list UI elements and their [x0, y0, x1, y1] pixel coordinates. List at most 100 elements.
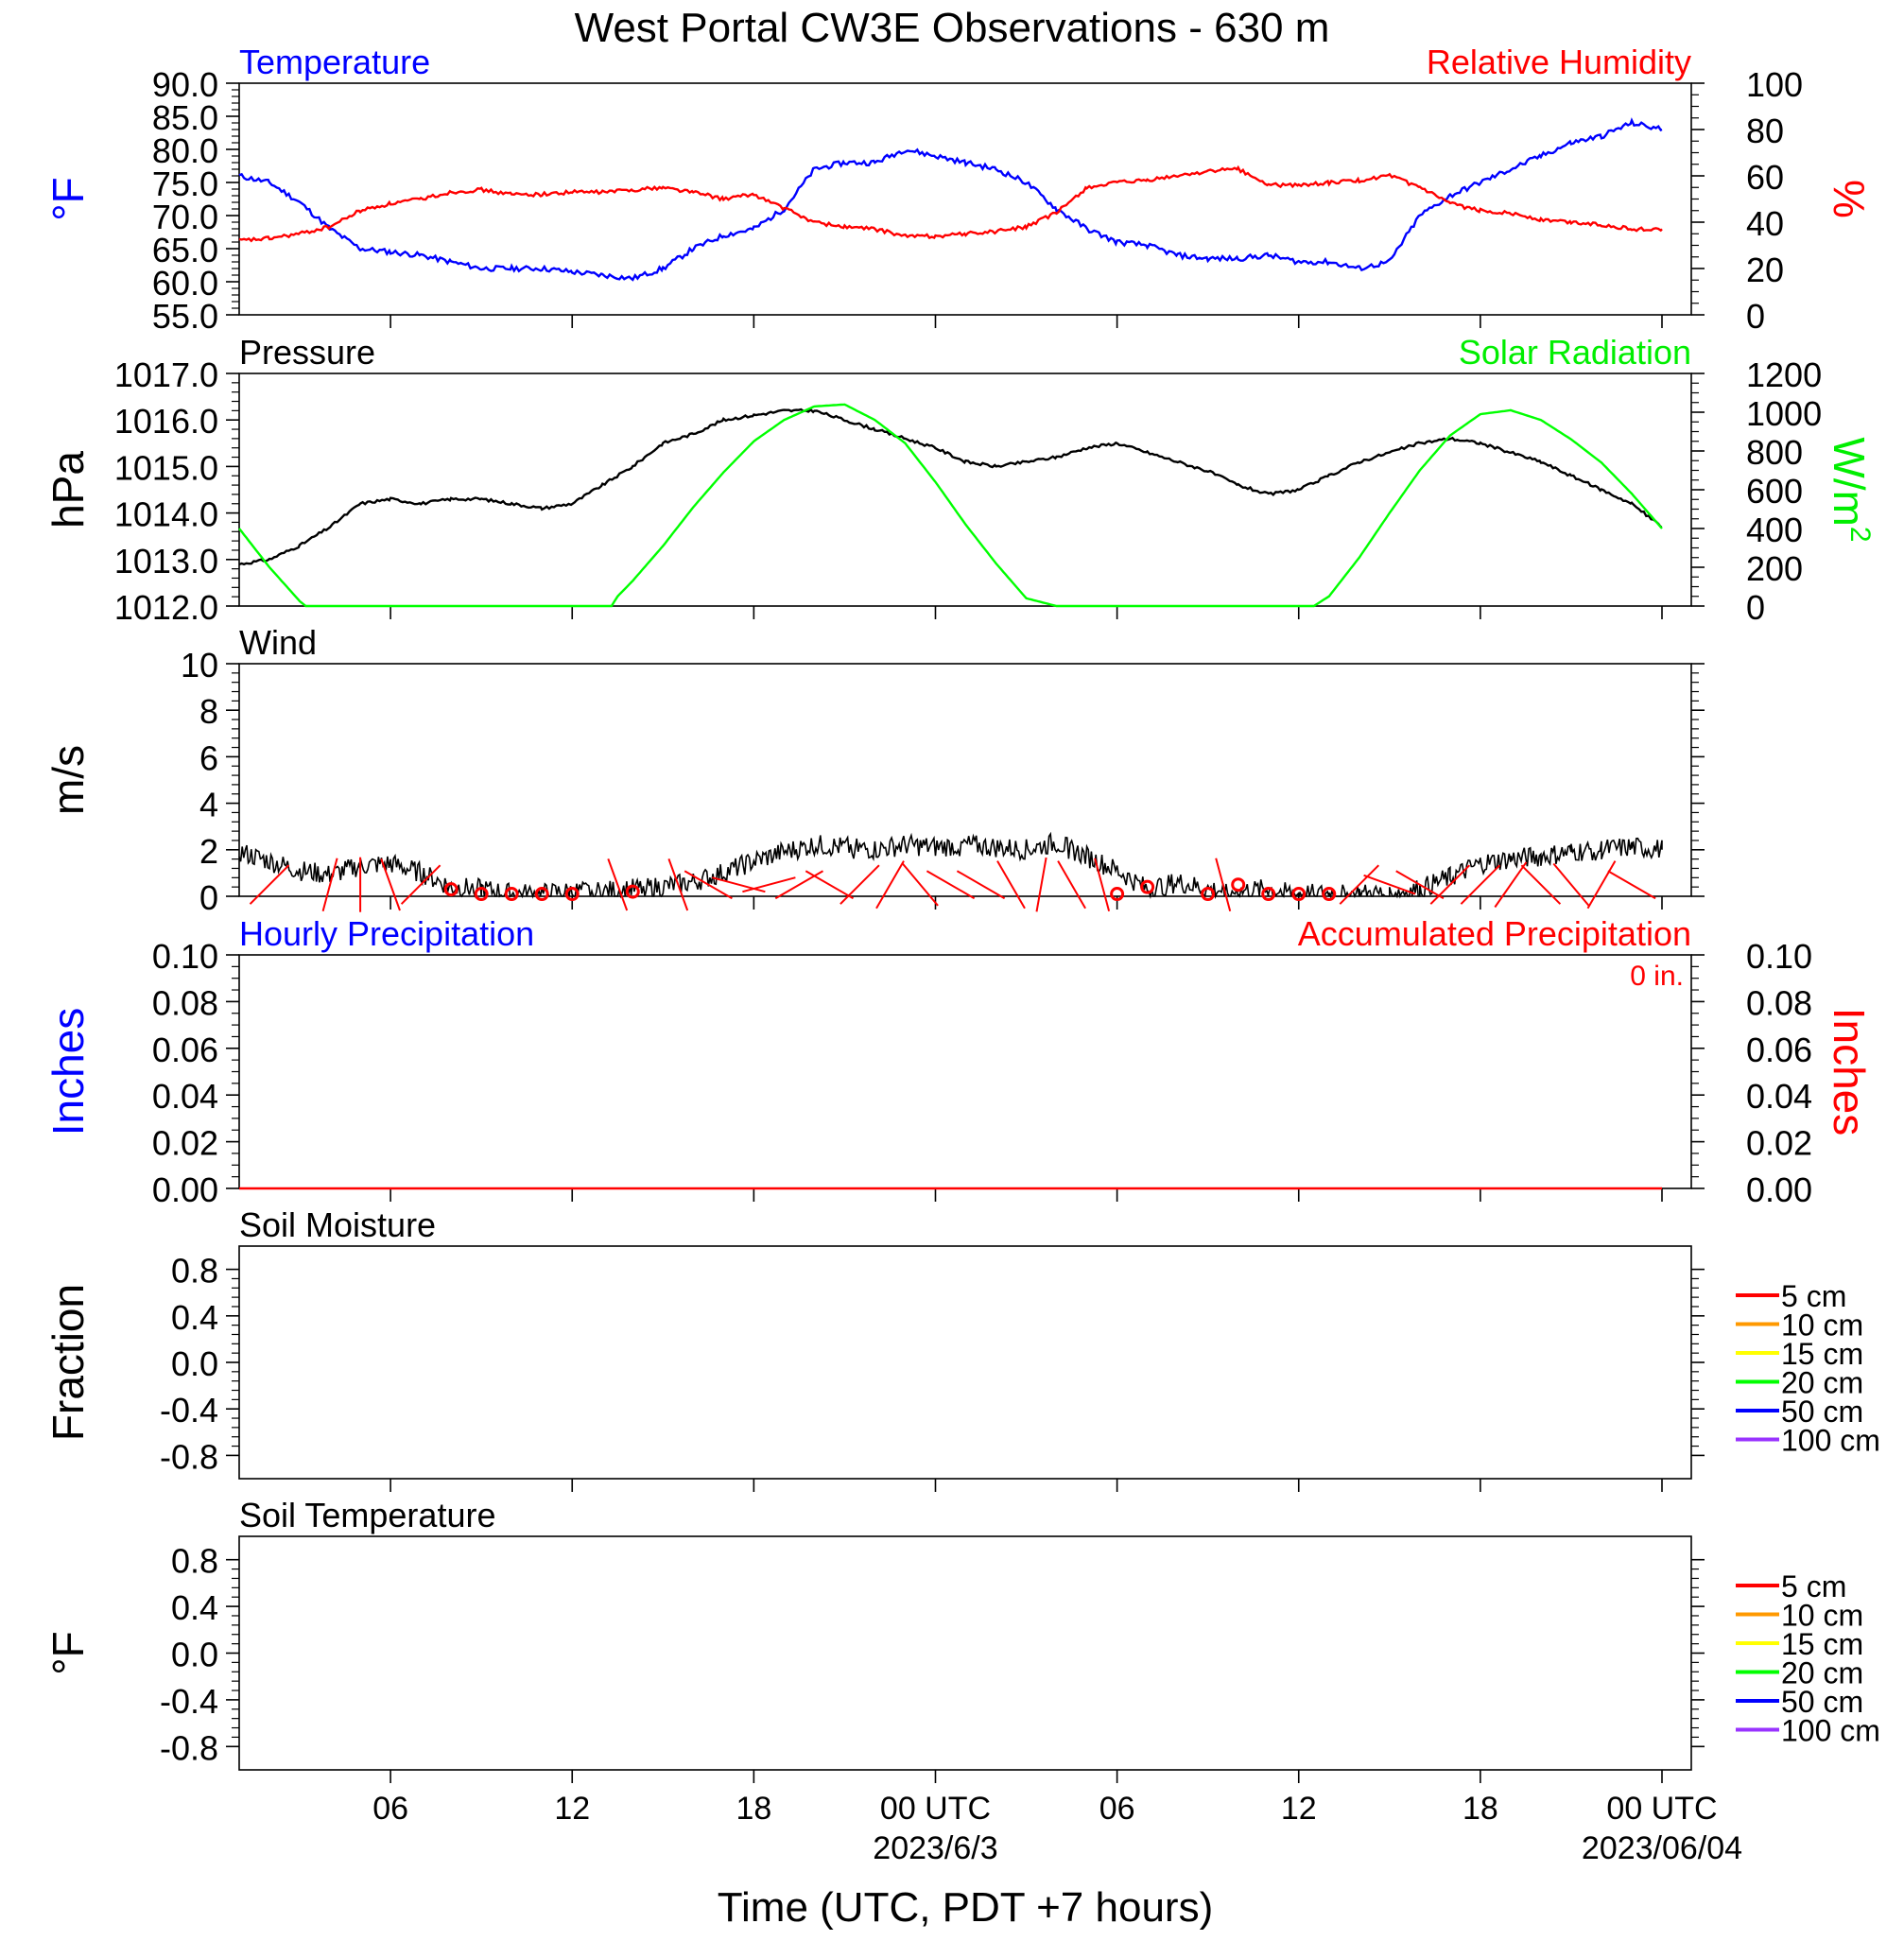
y-tick-label-left: 1017.0 [114, 355, 218, 394]
y-tick-label-right: 600 [1746, 472, 1803, 511]
calm-wind-marker [1201, 887, 1216, 902]
wind-barb [249, 864, 290, 905]
legend-label: 10 cm [1781, 1599, 1863, 1633]
ylabel-solar: W/m2 [1825, 437, 1876, 542]
ylabel-soil-moisture: Fraction [43, 1284, 93, 1441]
wind-barb [1094, 858, 1111, 911]
panel-title-hourly-precip: Hourly Precipitation [239, 914, 534, 953]
wind-barb [805, 870, 855, 900]
wind-barb [1363, 874, 1416, 895]
x-tick-label: 12 [554, 1791, 590, 1827]
x-tick-label: 00 UTC [880, 1791, 991, 1827]
y-tick-label-right: 800 [1746, 433, 1803, 472]
wind-barb [667, 858, 689, 911]
y-tick-label-left: 0.06 [152, 1031, 218, 1069]
wind-barb [712, 876, 766, 893]
wind-barb [996, 860, 1026, 910]
y-tick-label-left: 90.0 [152, 65, 218, 104]
y-tick-label-left: 6 [199, 738, 218, 777]
calm-wind-marker [564, 887, 580, 902]
y-tick-label-left: -0.8 [160, 1437, 218, 1476]
x-tick-label: 18 [736, 1791, 771, 1827]
y-tick-label-right: 200 [1746, 549, 1803, 588]
wind-barb [1035, 857, 1047, 912]
calm-wind-marker [474, 887, 489, 902]
y-tick-label-left: 0.00 [152, 1170, 218, 1209]
panel-title-solar: Solar Radiation [1459, 333, 1691, 372]
calm-wind-marker [1140, 879, 1155, 894]
x-axis-title: Time (UTC, PDT +7 hours) [718, 1884, 1213, 1931]
legend-label: 15 cm [1781, 1627, 1863, 1661]
plot-frame-6 [238, 1535, 1692, 1771]
y-tick-label-right: 0.00 [1746, 1170, 1812, 1209]
y-tick-label-left: 70.0 [152, 198, 218, 236]
x-tick-label: 18 [1463, 1791, 1498, 1827]
y-tick-label-left: 1014.0 [114, 495, 218, 534]
ylabel-soil-temperature: °F [43, 1631, 93, 1675]
legend-label: 5 cm [1781, 1569, 1846, 1603]
panel-title-soil-moisture: Soil Moisture [239, 1205, 436, 1244]
x-tick-label: 12 [1281, 1791, 1317, 1827]
y-tick-label-left: 80.0 [152, 131, 218, 170]
wind-barb [742, 876, 796, 893]
figure-title: West Portal CW3E Observations - 630 m [575, 5, 1330, 51]
x-tick-label: 06 [372, 1791, 408, 1827]
wind-barb [1607, 870, 1656, 900]
y-tick-label-right: 0.06 [1746, 1031, 1812, 1069]
series-line-solar-radiation [238, 403, 1663, 608]
y-tick-label-right: 0.02 [1746, 1124, 1812, 1163]
ylabel-hourly-precip: Inches [43, 1008, 93, 1136]
wind-barb [607, 858, 629, 911]
y-tick-label-left: 0.10 [152, 937, 218, 976]
calm-wind-marker [1322, 887, 1337, 902]
ylabel-accum-precip: Inches [1825, 1008, 1874, 1136]
wind-barb [321, 858, 338, 911]
panel-title-wind: Wind [239, 623, 317, 662]
y-tick-label-left: 0.02 [152, 1124, 218, 1163]
y-tick-label-right: 100 [1746, 65, 1803, 104]
plot-frame-1 [238, 82, 1692, 316]
y-tick-label-right: 0.04 [1746, 1077, 1812, 1116]
legend-label: 20 cm [1781, 1656, 1863, 1690]
wind-barb [926, 870, 976, 900]
y-tick-label-right: 0 [1746, 297, 1765, 336]
wind-barb [1460, 864, 1501, 905]
y-tick-label-left: 0.0 [171, 1636, 218, 1674]
y-tick-label-left: 0.0 [171, 1344, 218, 1383]
panel-title-accum-precip: Accumulated Precipitation [1298, 914, 1691, 953]
wind-barb [684, 870, 733, 900]
wind-barb [902, 862, 939, 907]
wind-barb [1395, 870, 1445, 900]
y-tick-label-right: 20 [1746, 251, 1784, 289]
legend-label: 15 cm [1781, 1337, 1863, 1371]
y-tick-label-left: 0.8 [171, 1542, 218, 1581]
wind-barb [400, 864, 441, 905]
y-tick-label-right: 1000 [1746, 394, 1822, 433]
legend-label: 10 cm [1781, 1308, 1863, 1343]
y-tick-label-right: 80 [1746, 112, 1784, 150]
accum-precip-total: 0 in. [1630, 961, 1684, 992]
y-tick-label-left: -0.8 [160, 1728, 218, 1767]
ylabel-pressure: hPa [43, 451, 93, 529]
y-tick-label-left: 0.04 [152, 1077, 218, 1116]
ylabel-humidity: % [1825, 180, 1874, 218]
series-line-wind-speed [238, 831, 1663, 900]
y-tick-label-right: 1200 [1746, 355, 1822, 394]
panel-title-temperature: Temperature [239, 43, 430, 81]
series-line-temperature [238, 117, 1663, 282]
y-tick-label-left: 75.0 [152, 165, 218, 203]
series-line-pressure [238, 407, 1663, 566]
calm-wind-marker [1110, 887, 1125, 902]
y-tick-label-right: 400 [1746, 511, 1803, 549]
calm-wind-marker [1291, 887, 1307, 902]
y-tick-label-left: 65.0 [152, 231, 218, 269]
calm-wind-marker [443, 882, 459, 897]
wind-barb [1494, 861, 1528, 909]
y-tick-label-right: 60 [1746, 158, 1784, 197]
y-tick-label-left: 1013.0 [114, 542, 218, 581]
wind-barb [774, 870, 824, 900]
y-tick-label-left: 8 [199, 692, 218, 731]
wind-barb [1520, 864, 1562, 905]
